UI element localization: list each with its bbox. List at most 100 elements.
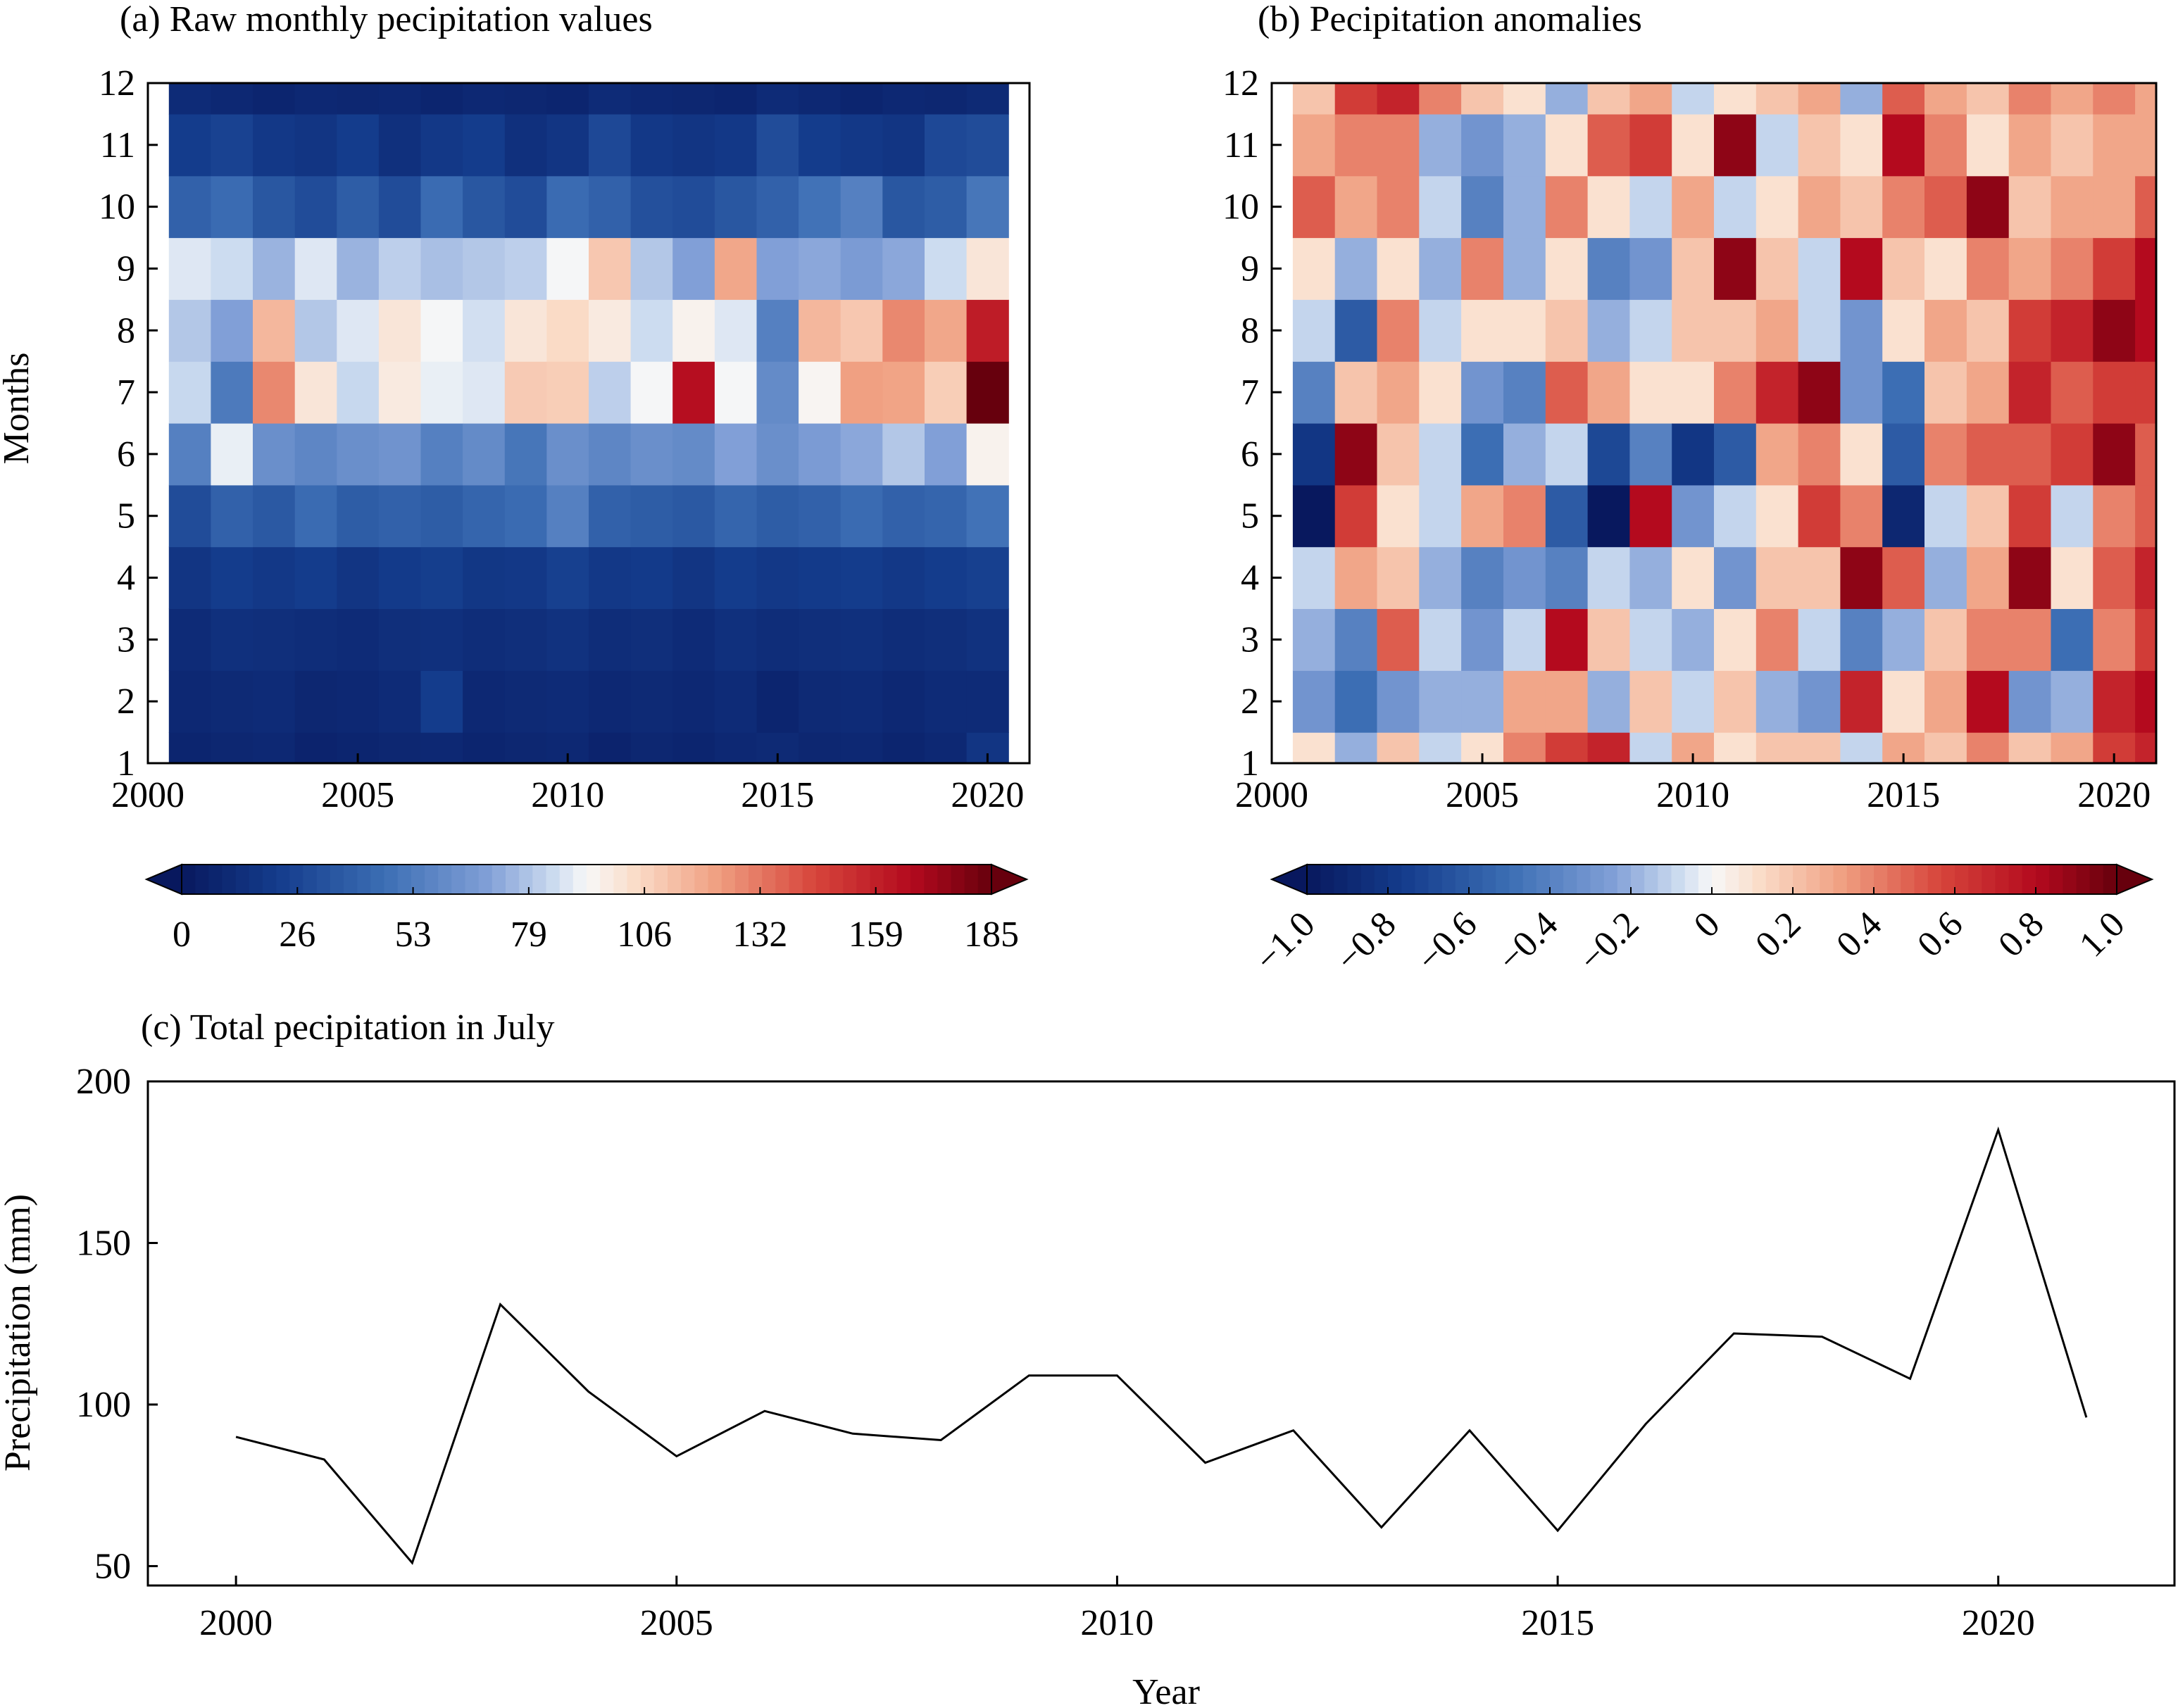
heatmap-cell [463, 83, 506, 115]
heatmap-cell [966, 484, 1009, 548]
heatmap-cell [2008, 546, 2052, 609]
panel-c-x-ticks: 2000 2005 2010 2015 2020 [199, 1576, 2035, 1643]
heatmap-cell [420, 484, 463, 548]
heatmap-cell [211, 113, 254, 177]
heatmap-cell [714, 484, 758, 548]
heatmap-cell [1882, 484, 1925, 548]
heatmap-cell [799, 546, 841, 609]
heatmap-cell [1377, 83, 1420, 115]
heatmap-cell [1924, 484, 1967, 548]
heatmap-cell [504, 83, 547, 115]
heatmap-cell [672, 175, 715, 239]
heatmap-cell [1966, 83, 2010, 115]
y-tick-label: 9 [117, 249, 135, 289]
heatmap-cell [1882, 83, 1925, 115]
colorbar-segment [1482, 865, 1497, 894]
heatmap-cell [672, 423, 715, 486]
heatmap-cell [1334, 484, 1378, 548]
heatmap-cell [1334, 361, 1378, 424]
colorbar-segment [1428, 865, 1443, 894]
heatmap-cell [1966, 299, 2010, 362]
heatmap-cell [211, 484, 254, 548]
heatmap-cell [1798, 299, 1841, 362]
heatmap-cell [1545, 113, 1589, 177]
x-tick-label: 2005 [1446, 775, 1519, 815]
heatmap-cell [1672, 83, 1715, 115]
colorbar-tick-label: 0 [173, 915, 191, 955]
heatmap-cell [1924, 113, 1967, 177]
heatmap-cell [2093, 175, 2136, 239]
colorbar-segment [263, 865, 277, 894]
colorbar-segment [937, 865, 952, 894]
heatmap-cell [294, 670, 337, 733]
heatmap-cell [840, 608, 883, 671]
colorbar-segment [1671, 865, 1686, 894]
x-tick-label: 2010 [1080, 1603, 1153, 1643]
x-tick-label: 2015 [1521, 1603, 1594, 1643]
heatmap-cell [463, 113, 506, 177]
heatmap-cell [714, 299, 758, 362]
heatmap-cell [966, 608, 1009, 671]
colorbar-segment [411, 865, 425, 894]
heatmap-cell [546, 299, 589, 362]
heatmap-cell [966, 361, 1009, 424]
heatmap-cell [2135, 299, 2156, 362]
x-tick-label: 2010 [1656, 775, 1729, 815]
colorbar-segment [344, 865, 358, 894]
heatmap-cell [463, 608, 506, 671]
colorbar-segment [1658, 865, 1672, 894]
heatmap-cell [589, 83, 632, 115]
heatmap-cell [1419, 732, 1462, 763]
heatmap-cell [1419, 299, 1462, 362]
heatmap-cell [504, 670, 547, 733]
heatmap-cell [589, 299, 632, 362]
heatmap-cell [1334, 175, 1378, 239]
heatmap-cell [1966, 113, 2010, 177]
heatmap-cell [840, 237, 883, 300]
heatmap-cell [1882, 608, 1925, 671]
heatmap-cell [1714, 361, 1757, 424]
y-tick-label: 6 [1241, 434, 1259, 475]
heatmap-cell [630, 83, 673, 115]
heatmap-cell [1503, 299, 1546, 362]
heatmap-cell [1587, 299, 1630, 362]
heatmap-cell [1292, 423, 1336, 486]
colorbar-segment [1860, 865, 1875, 894]
heatmap-cell [1840, 113, 1883, 177]
heatmap-cell [337, 237, 380, 300]
colorbar-segment [1941, 865, 1955, 894]
colorbar-tick-label: 0.4 [1829, 904, 1889, 965]
colorbar-segment [721, 865, 736, 894]
heatmap-cell [589, 237, 632, 300]
heatmap-cell [211, 299, 254, 362]
colorbar-segment [2089, 865, 2104, 894]
heatmap-cell [925, 484, 968, 548]
heatmap-cell [1798, 732, 1841, 763]
heatmap-cell [2093, 361, 2136, 424]
heatmap-cell [1840, 83, 1883, 115]
heatmap-cell [1714, 423, 1757, 486]
heatmap-cell [1755, 484, 1799, 548]
heatmap-cell [630, 484, 673, 548]
heatmap-cell [1924, 423, 1967, 486]
heatmap-cell [589, 484, 632, 548]
heatmap-cell [882, 237, 925, 300]
heatmap-cell [1714, 670, 1757, 733]
heatmap-cell [1966, 175, 2010, 239]
heatmap-cell [2135, 113, 2156, 177]
heatmap-cell [1755, 546, 1799, 609]
heatmap-cell [211, 361, 254, 424]
colorbar-segment [883, 865, 898, 894]
colorbar-segment [289, 865, 304, 894]
heatmap-cell [1840, 299, 1883, 362]
heatmap-cell [1461, 83, 1504, 115]
colorbar-segment [1846, 865, 1861, 894]
heatmap-cell [2008, 670, 2052, 733]
heatmap-cell [294, 237, 337, 300]
heatmap-cell [925, 546, 968, 609]
heatmap-cell [1672, 113, 1715, 177]
heatmap-cell [504, 175, 547, 239]
heatmap-cell [1840, 484, 1883, 548]
